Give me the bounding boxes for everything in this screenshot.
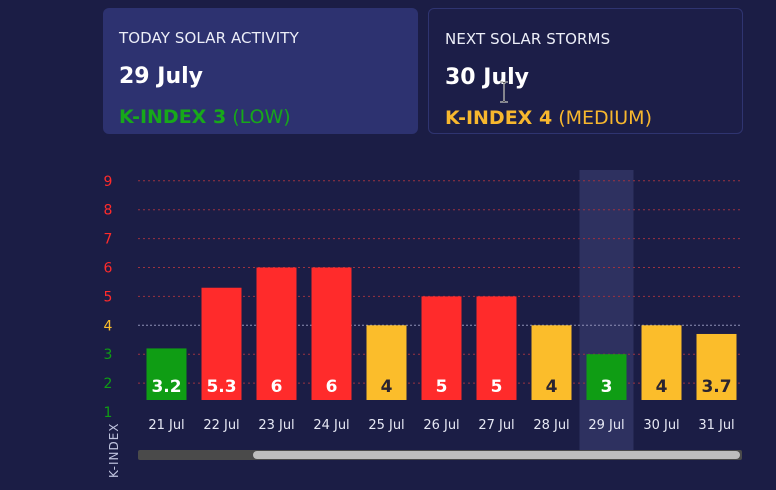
y-tick-label: 5 bbox=[104, 289, 113, 305]
x-tick-label: 23 Jul bbox=[258, 418, 294, 433]
y-tick-label: 1 bbox=[104, 405, 113, 421]
next-card-label: NEXT SOLAR STORMS bbox=[445, 30, 611, 48]
bar bbox=[476, 296, 517, 400]
bar-value-label: 5 bbox=[436, 377, 448, 397]
next-card-level: (MEDIUM) bbox=[558, 107, 652, 129]
today-card-date: 29 July bbox=[119, 64, 204, 89]
bar-value-label: 4 bbox=[381, 377, 393, 397]
bar bbox=[146, 348, 187, 400]
bar-value-label: 3 bbox=[601, 377, 613, 397]
y-axis-title: K-INDEX bbox=[107, 422, 121, 479]
bar bbox=[421, 296, 462, 400]
bar bbox=[311, 267, 352, 400]
today-activity-card: TODAY SOLAR ACTIVITY 29 July K-INDEX 3 (… bbox=[103, 8, 418, 134]
text-cursor-icon bbox=[500, 81, 508, 103]
bar bbox=[641, 325, 682, 400]
highlighted-day-column bbox=[579, 170, 634, 450]
bar bbox=[366, 325, 407, 400]
next-card-date: 30 July bbox=[445, 65, 530, 90]
x-tick-label: 21 Jul bbox=[148, 418, 184, 433]
y-tick-label: 2 bbox=[104, 376, 113, 392]
bar-value-label: 6 bbox=[271, 377, 283, 397]
bar-value-label: 4 bbox=[546, 377, 558, 397]
bar bbox=[586, 354, 627, 400]
x-tick-label: 22 Jul bbox=[203, 418, 239, 433]
next-storms-card: NEXT SOLAR STORMS 30 July K-INDEX 4 (MED… bbox=[428, 8, 743, 134]
bar-value-label: 6 bbox=[326, 377, 338, 397]
bar-value-label: 3.2 bbox=[151, 377, 181, 397]
today-card-kindex-line: K-INDEX 3 (LOW) bbox=[119, 106, 291, 128]
bar bbox=[201, 287, 242, 400]
next-card-kindex-line: K-INDEX 4 (MEDIUM) bbox=[445, 107, 652, 129]
x-tick-label: 25 Jul bbox=[368, 418, 404, 433]
next-card-kindex: K-INDEX 4 bbox=[445, 107, 553, 129]
today-card-kindex: K-INDEX 3 bbox=[119, 106, 227, 128]
y-tick-label: 4 bbox=[104, 318, 113, 334]
today-card-label: TODAY SOLAR ACTIVITY bbox=[119, 29, 299, 47]
x-tick-label: 31 Jul bbox=[698, 418, 734, 433]
bar bbox=[531, 325, 572, 400]
y-tick-label: 8 bbox=[104, 203, 113, 219]
x-tick-label: 29 Jul bbox=[588, 418, 624, 433]
y-tick-label: 3 bbox=[104, 347, 113, 363]
bar bbox=[256, 267, 297, 400]
bar-value-label: 3.7 bbox=[701, 377, 731, 397]
y-tick-label: 6 bbox=[104, 261, 113, 277]
bar-value-label: 5.3 bbox=[206, 377, 236, 397]
x-tick-label: 26 Jul bbox=[423, 418, 459, 433]
bar-value-label: 4 bbox=[656, 377, 668, 397]
chart-scrollbar-thumb[interactable] bbox=[253, 451, 740, 459]
x-tick-label: 27 Jul bbox=[478, 418, 514, 433]
bar bbox=[696, 333, 737, 400]
x-tick-label: 24 Jul bbox=[313, 418, 349, 433]
y-tick-label: 7 bbox=[104, 232, 113, 248]
bar-value-label: 5 bbox=[491, 377, 503, 397]
x-tick-label: 28 Jul bbox=[533, 418, 569, 433]
today-card-level: (LOW) bbox=[232, 106, 291, 128]
x-tick-label: 30 Jul bbox=[643, 418, 679, 433]
y-tick-label: 9 bbox=[104, 174, 113, 190]
